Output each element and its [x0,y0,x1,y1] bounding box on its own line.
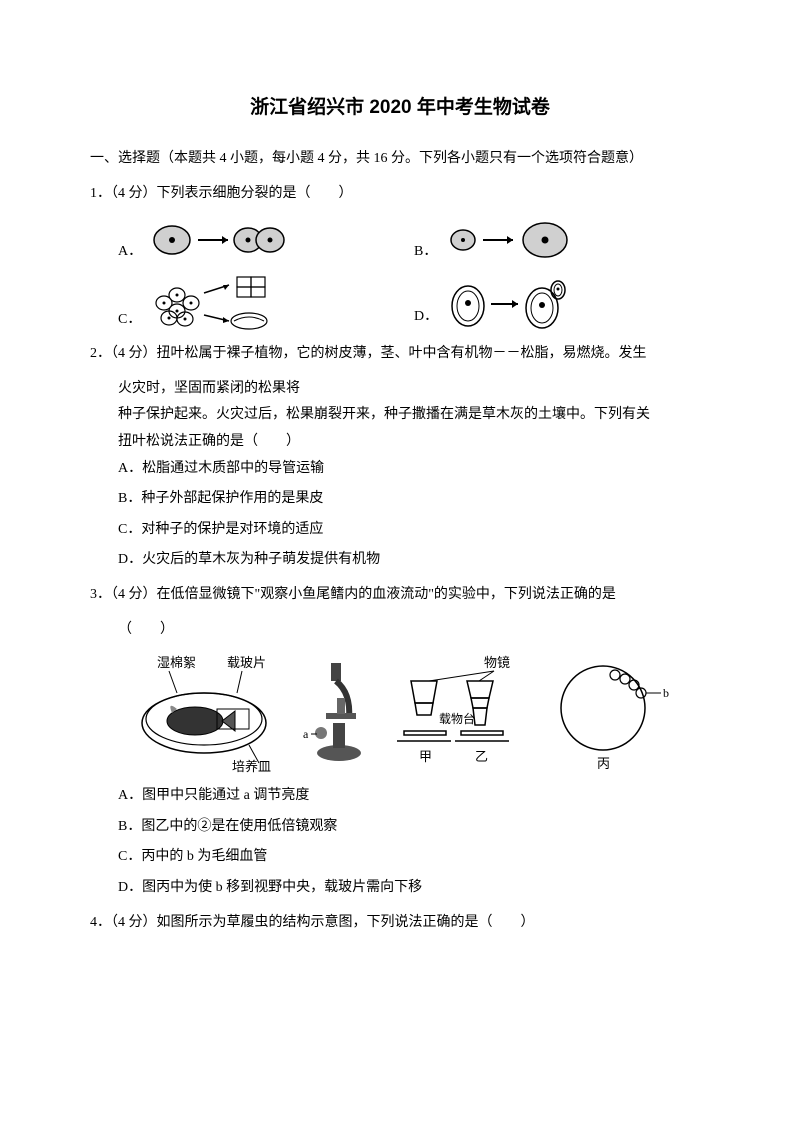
q2-option-a: A．松脂通过木质部中的导管运输 [118,456,710,483]
q3-option-a: A．图甲中只能通过 a 调节亮度 [118,783,710,810]
question-2: 2．（4 分）扭叶松属于裸子植物，它的树皮薄，茎、叶中含有机物－－松脂，易燃烧。… [90,341,710,574]
bing-label: 丙 [597,756,610,771]
section-header: 一、选择题（本题共 4 小题，每小题 4 分，共 16 分。下列各小题只有一个选… [90,146,710,173]
q1-option-a: A． [118,215,414,265]
objectives-diagram: 物镜 载物台 甲 乙 [389,653,534,773]
label-b: b [663,686,669,700]
option-letter-b: B． [414,239,437,266]
stage-label: 载物台 [439,711,475,726]
microscope-diagram: a [301,658,371,768]
q4-text: 4．（4 分）如图所示为草履虫的结构示意图，下列说法正确的是（ ） [90,910,710,937]
q2-text2: 火灾时，坚固而紧闭的松果将 [118,376,710,403]
cell-growth-image-b [445,215,585,265]
label-a: a [303,727,309,741]
question-4: 4．（4 分）如图所示为草履虫的结构示意图，下列说法正确的是（ ） [90,910,710,937]
objective-label: 物镜 [484,655,510,670]
q3-option-c: C．丙中的 b 为毛细血管 [118,844,710,871]
cell-division-image-a [150,215,290,265]
q2-text3: 种子保护起来。火灾过后，松果崩裂开来，种子撒播在满是草木灰的土壤中。下列有关 [118,402,710,429]
question-1: 1．（4 分）下列表示细胞分裂的是（ ） A． B． [90,181,710,334]
q1-text: 1．（4 分）下列表示细胞分裂的是（ ） [90,181,710,208]
cell-differentiation-image-c [149,273,299,333]
option-letter-c: C． [118,307,141,334]
q3-text1: 3．（4 分）在低倍显微镜下"观察小鱼尾鳍内的血液流动"的实验中，下列说法正确的… [90,582,710,609]
q1-option-b: B． [414,215,710,265]
q1-option-d: D． [414,276,710,331]
question-3: 3．（4 分）在低倍显微镜下"观察小鱼尾鳍内的血液流动"的实验中，下列说法正确的… [90,582,710,902]
wet-cotton-label: 湿棉絮 [157,655,196,670]
option-letter-d: D． [414,304,438,331]
jia-label: 甲 [419,749,432,764]
q3-option-b: B．图乙中的②是在使用低倍镜观察 [118,814,710,841]
q3-option-d: D．图丙中为使 b 移到视野中央，载玻片需向下移 [118,875,710,902]
q2-text4: 扭叶松说法正确的是（ ） [118,429,710,456]
page-title: 浙江省绍兴市 2020 年中考生物试卷 [90,90,710,126]
q1-options-row2: C． [118,273,710,333]
q3-text2: （ ） [118,617,710,644]
field-view-diagram: b 丙 [553,653,673,773]
q2-option-c: C．对种子的保护是对环境的适应 [118,517,710,544]
q2-text1: 2．（4 分）扭叶松属于裸子植物，它的树皮薄，茎、叶中含有机物－－松脂，易燃烧。… [90,341,710,368]
q1-option-c: C． [118,273,414,333]
q3-diagrams: 湿棉絮 载玻片 培养皿 [118,653,682,773]
q2-option-d: D．火灾后的草木灰为种子萌发提供有机物 [118,547,710,574]
q1-options-row1: A． B． [118,215,710,265]
slide-label: 载玻片 [227,655,266,670]
dish-label: 培养皿 [232,759,271,773]
petri-dish-diagram: 湿棉絮 载玻片 培养皿 [127,653,282,773]
option-letter-a: A． [118,239,142,266]
yeast-budding-image-d [446,276,586,331]
yi-label: 乙 [475,749,488,764]
q2-option-b: B．种子外部起保护作用的是果皮 [118,486,710,513]
